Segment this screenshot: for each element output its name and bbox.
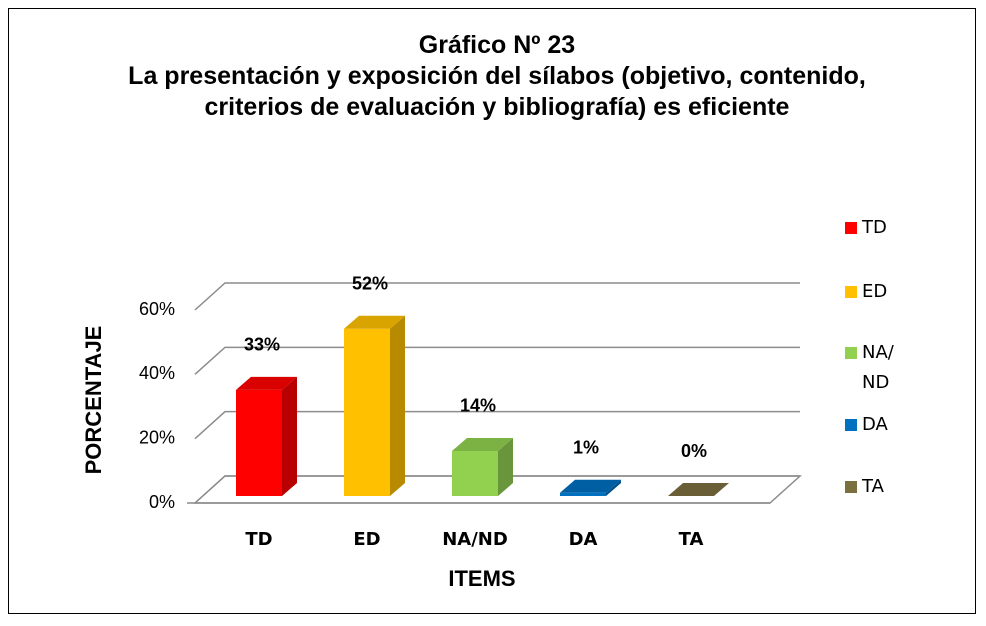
bar-top [668, 483, 729, 496]
legend-swatch [845, 347, 857, 359]
x-axis-label: ITEMS [448, 566, 515, 591]
y-tick-label: 40% [139, 363, 175, 383]
bar-top [560, 479, 621, 493]
legend-label: TA [862, 476, 884, 497]
bar-front [236, 389, 282, 496]
legend-label: ED [862, 281, 888, 302]
x-tick-label: TA [679, 529, 704, 550]
legend-swatch [845, 481, 857, 493]
bar-top [452, 437, 513, 451]
chart-subtitle: La presentación y exposición del sílabos… [128, 62, 866, 121]
bar-front [452, 450, 498, 496]
legend-label: DA [862, 414, 888, 435]
legend-label: NA/ND [862, 342, 894, 393]
y-tick-label: 0% [149, 492, 175, 512]
legend-swatch [845, 286, 857, 298]
data-label: 52% [352, 273, 388, 293]
bar-front [344, 328, 390, 496]
data-label: 0% [681, 441, 707, 461]
data-label: 33% [244, 335, 280, 355]
bar [560, 479, 621, 496]
data-label: 1% [573, 438, 599, 458]
x-tick-label: ED [353, 529, 380, 550]
bar-side [498, 437, 513, 496]
bar-side [606, 479, 621, 496]
legend-label: TD [862, 217, 887, 238]
bar-top [344, 315, 405, 329]
chart-frame [8, 8, 976, 614]
y-axis-label: PORCENTAJE [81, 326, 106, 475]
x-tick-label: TD [245, 529, 272, 550]
data-label: 14% [460, 396, 496, 416]
bar [452, 437, 513, 496]
bar [668, 483, 729, 496]
bar [344, 315, 405, 496]
bar-front [560, 492, 606, 496]
grid-line [194, 410, 800, 440]
y-tick-label: 60% [139, 299, 175, 319]
bar [236, 376, 297, 496]
titles: Gráfico Nº 23 La presentación y exposici… [100, 30, 894, 123]
x-tick-label: NA/ND [442, 529, 508, 550]
bar-top [236, 376, 297, 390]
grid-line [194, 346, 800, 375]
bar-side [390, 315, 405, 496]
bar-side [282, 376, 297, 496]
x-tick-label: DA [569, 529, 598, 550]
chart-title: Gráfico Nº 23 [418, 31, 576, 59]
grid-line [194, 282, 800, 311]
legend-swatch [845, 222, 857, 234]
legend-swatch [845, 419, 857, 431]
y-tick-label: 20% [139, 427, 175, 447]
